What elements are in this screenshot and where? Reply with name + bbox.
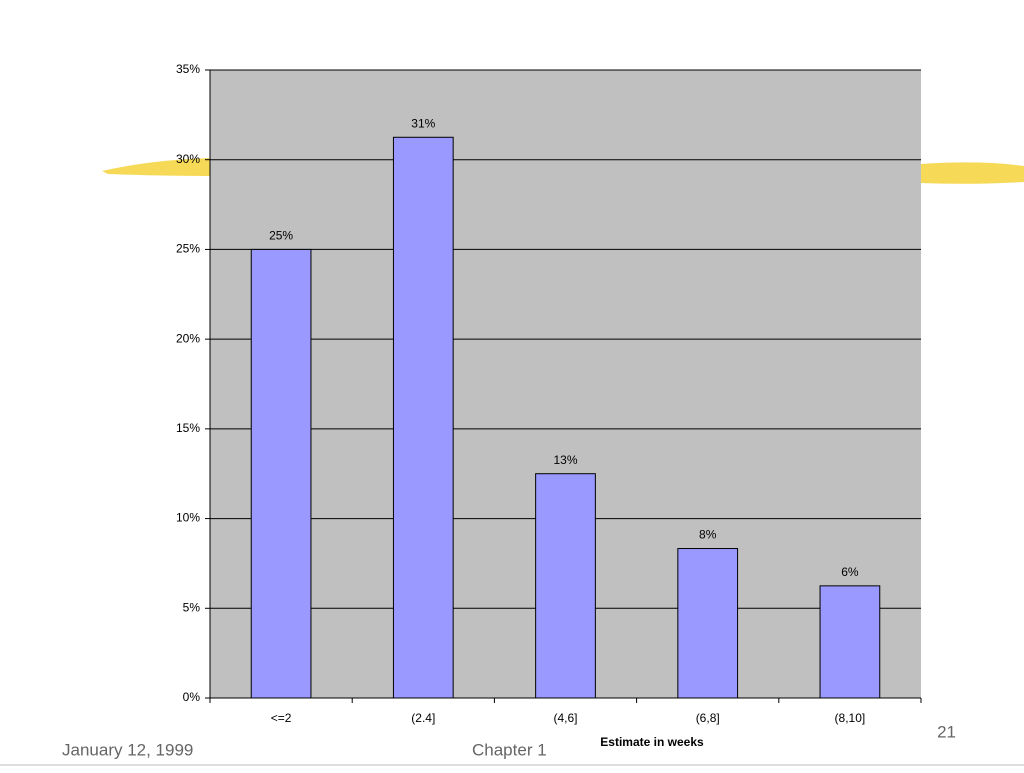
x-tick-label: <=2 [271, 711, 292, 725]
brush-stroke [921, 162, 1024, 184]
x-tick-label: (4,6] [553, 711, 577, 725]
brush-stroke [102, 158, 210, 176]
x-tick-label: (6,8] [696, 711, 720, 725]
data-label: 13% [553, 453, 577, 467]
data-label: 25% [269, 229, 293, 243]
y-tick-label: 25% [176, 242, 200, 256]
bar [819, 585, 881, 699]
footer-date: January 12, 1999 [62, 740, 193, 759]
y-tick-label: 0% [183, 690, 201, 704]
bar [535, 473, 596, 699]
x-tick-label: (8,10] [835, 711, 866, 725]
x-axis-title: Estimate in weeks [600, 735, 704, 749]
data-label: 31% [411, 116, 435, 130]
y-tick-label: 15% [176, 421, 200, 435]
x-tick-label: (2.4] [411, 711, 435, 725]
bar [677, 548, 739, 699]
y-tick-label: 10% [176, 511, 200, 525]
bar [392, 136, 454, 699]
data-label: 6% [841, 565, 859, 579]
y-tick-label: 35% [176, 62, 200, 76]
y-tick-label: 5% [183, 600, 201, 614]
y-tick-label: 20% [176, 331, 200, 345]
y-tick-label: 30% [176, 152, 200, 166]
data-label: 8% [699, 528, 717, 542]
bar [250, 248, 312, 699]
footer-chapter: Chapter 1 [472, 740, 547, 759]
page-number: 21 [937, 722, 956, 741]
